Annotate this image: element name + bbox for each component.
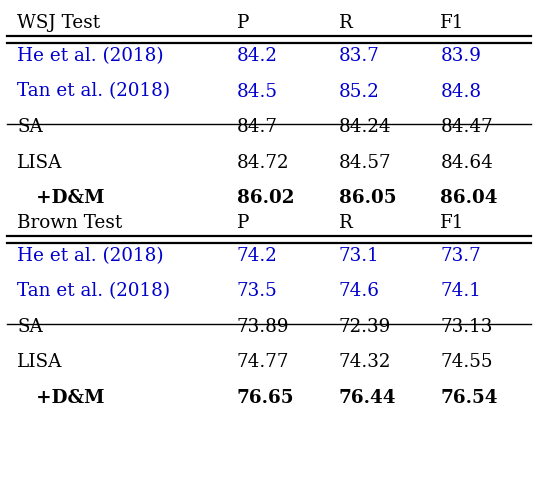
Text: 84.24: 84.24: [338, 118, 391, 136]
Text: He et al. (2018): He et al. (2018): [17, 247, 164, 265]
Text: 86.05: 86.05: [338, 189, 396, 207]
Text: Tan et al. (2018): Tan et al. (2018): [17, 82, 171, 100]
Text: F1: F1: [440, 14, 465, 32]
Text: SA: SA: [17, 118, 43, 136]
Text: 76.44: 76.44: [338, 389, 396, 407]
Text: 73.1: 73.1: [338, 247, 379, 265]
Text: Brown Test: Brown Test: [17, 214, 123, 232]
Text: LISA: LISA: [17, 353, 63, 371]
Text: 84.57: 84.57: [338, 154, 391, 172]
Text: 84.47: 84.47: [440, 118, 493, 136]
Text: 72.39: 72.39: [338, 318, 391, 336]
Text: SA: SA: [17, 318, 43, 336]
Text: 86.04: 86.04: [440, 189, 498, 207]
Text: R: R: [338, 14, 352, 32]
Text: 74.6: 74.6: [338, 282, 380, 300]
Text: 74.1: 74.1: [440, 282, 481, 300]
Text: 74.32: 74.32: [338, 353, 391, 371]
Text: 76.65: 76.65: [237, 389, 294, 407]
Text: +D&M: +D&M: [17, 389, 105, 407]
Text: 84.72: 84.72: [237, 154, 289, 172]
Text: He et al. (2018): He et al. (2018): [17, 47, 164, 65]
Text: 85.2: 85.2: [338, 82, 379, 100]
Text: 73.89: 73.89: [237, 318, 289, 336]
Text: 84.8: 84.8: [440, 82, 482, 100]
Text: 84.64: 84.64: [440, 154, 493, 172]
Text: LISA: LISA: [17, 154, 63, 172]
Text: 86.02: 86.02: [237, 189, 294, 207]
Text: Tan et al. (2018): Tan et al. (2018): [17, 282, 171, 300]
Text: +D&M: +D&M: [17, 189, 105, 207]
Text: P: P: [237, 214, 249, 232]
Text: 84.5: 84.5: [237, 82, 278, 100]
Text: 73.7: 73.7: [440, 247, 481, 265]
Text: 73.5: 73.5: [237, 282, 278, 300]
Text: P: P: [237, 14, 249, 32]
Text: 76.54: 76.54: [440, 389, 498, 407]
Text: 84.2: 84.2: [237, 47, 278, 65]
Text: 83.9: 83.9: [440, 47, 481, 65]
Text: 83.7: 83.7: [338, 47, 379, 65]
Text: WSJ Test: WSJ Test: [17, 14, 101, 32]
Text: 73.13: 73.13: [440, 318, 493, 336]
Text: R: R: [338, 214, 352, 232]
Text: 74.55: 74.55: [440, 353, 493, 371]
Text: F1: F1: [440, 214, 465, 232]
Text: 74.2: 74.2: [237, 247, 278, 265]
Text: 84.7: 84.7: [237, 118, 278, 136]
Text: 74.77: 74.77: [237, 353, 289, 371]
